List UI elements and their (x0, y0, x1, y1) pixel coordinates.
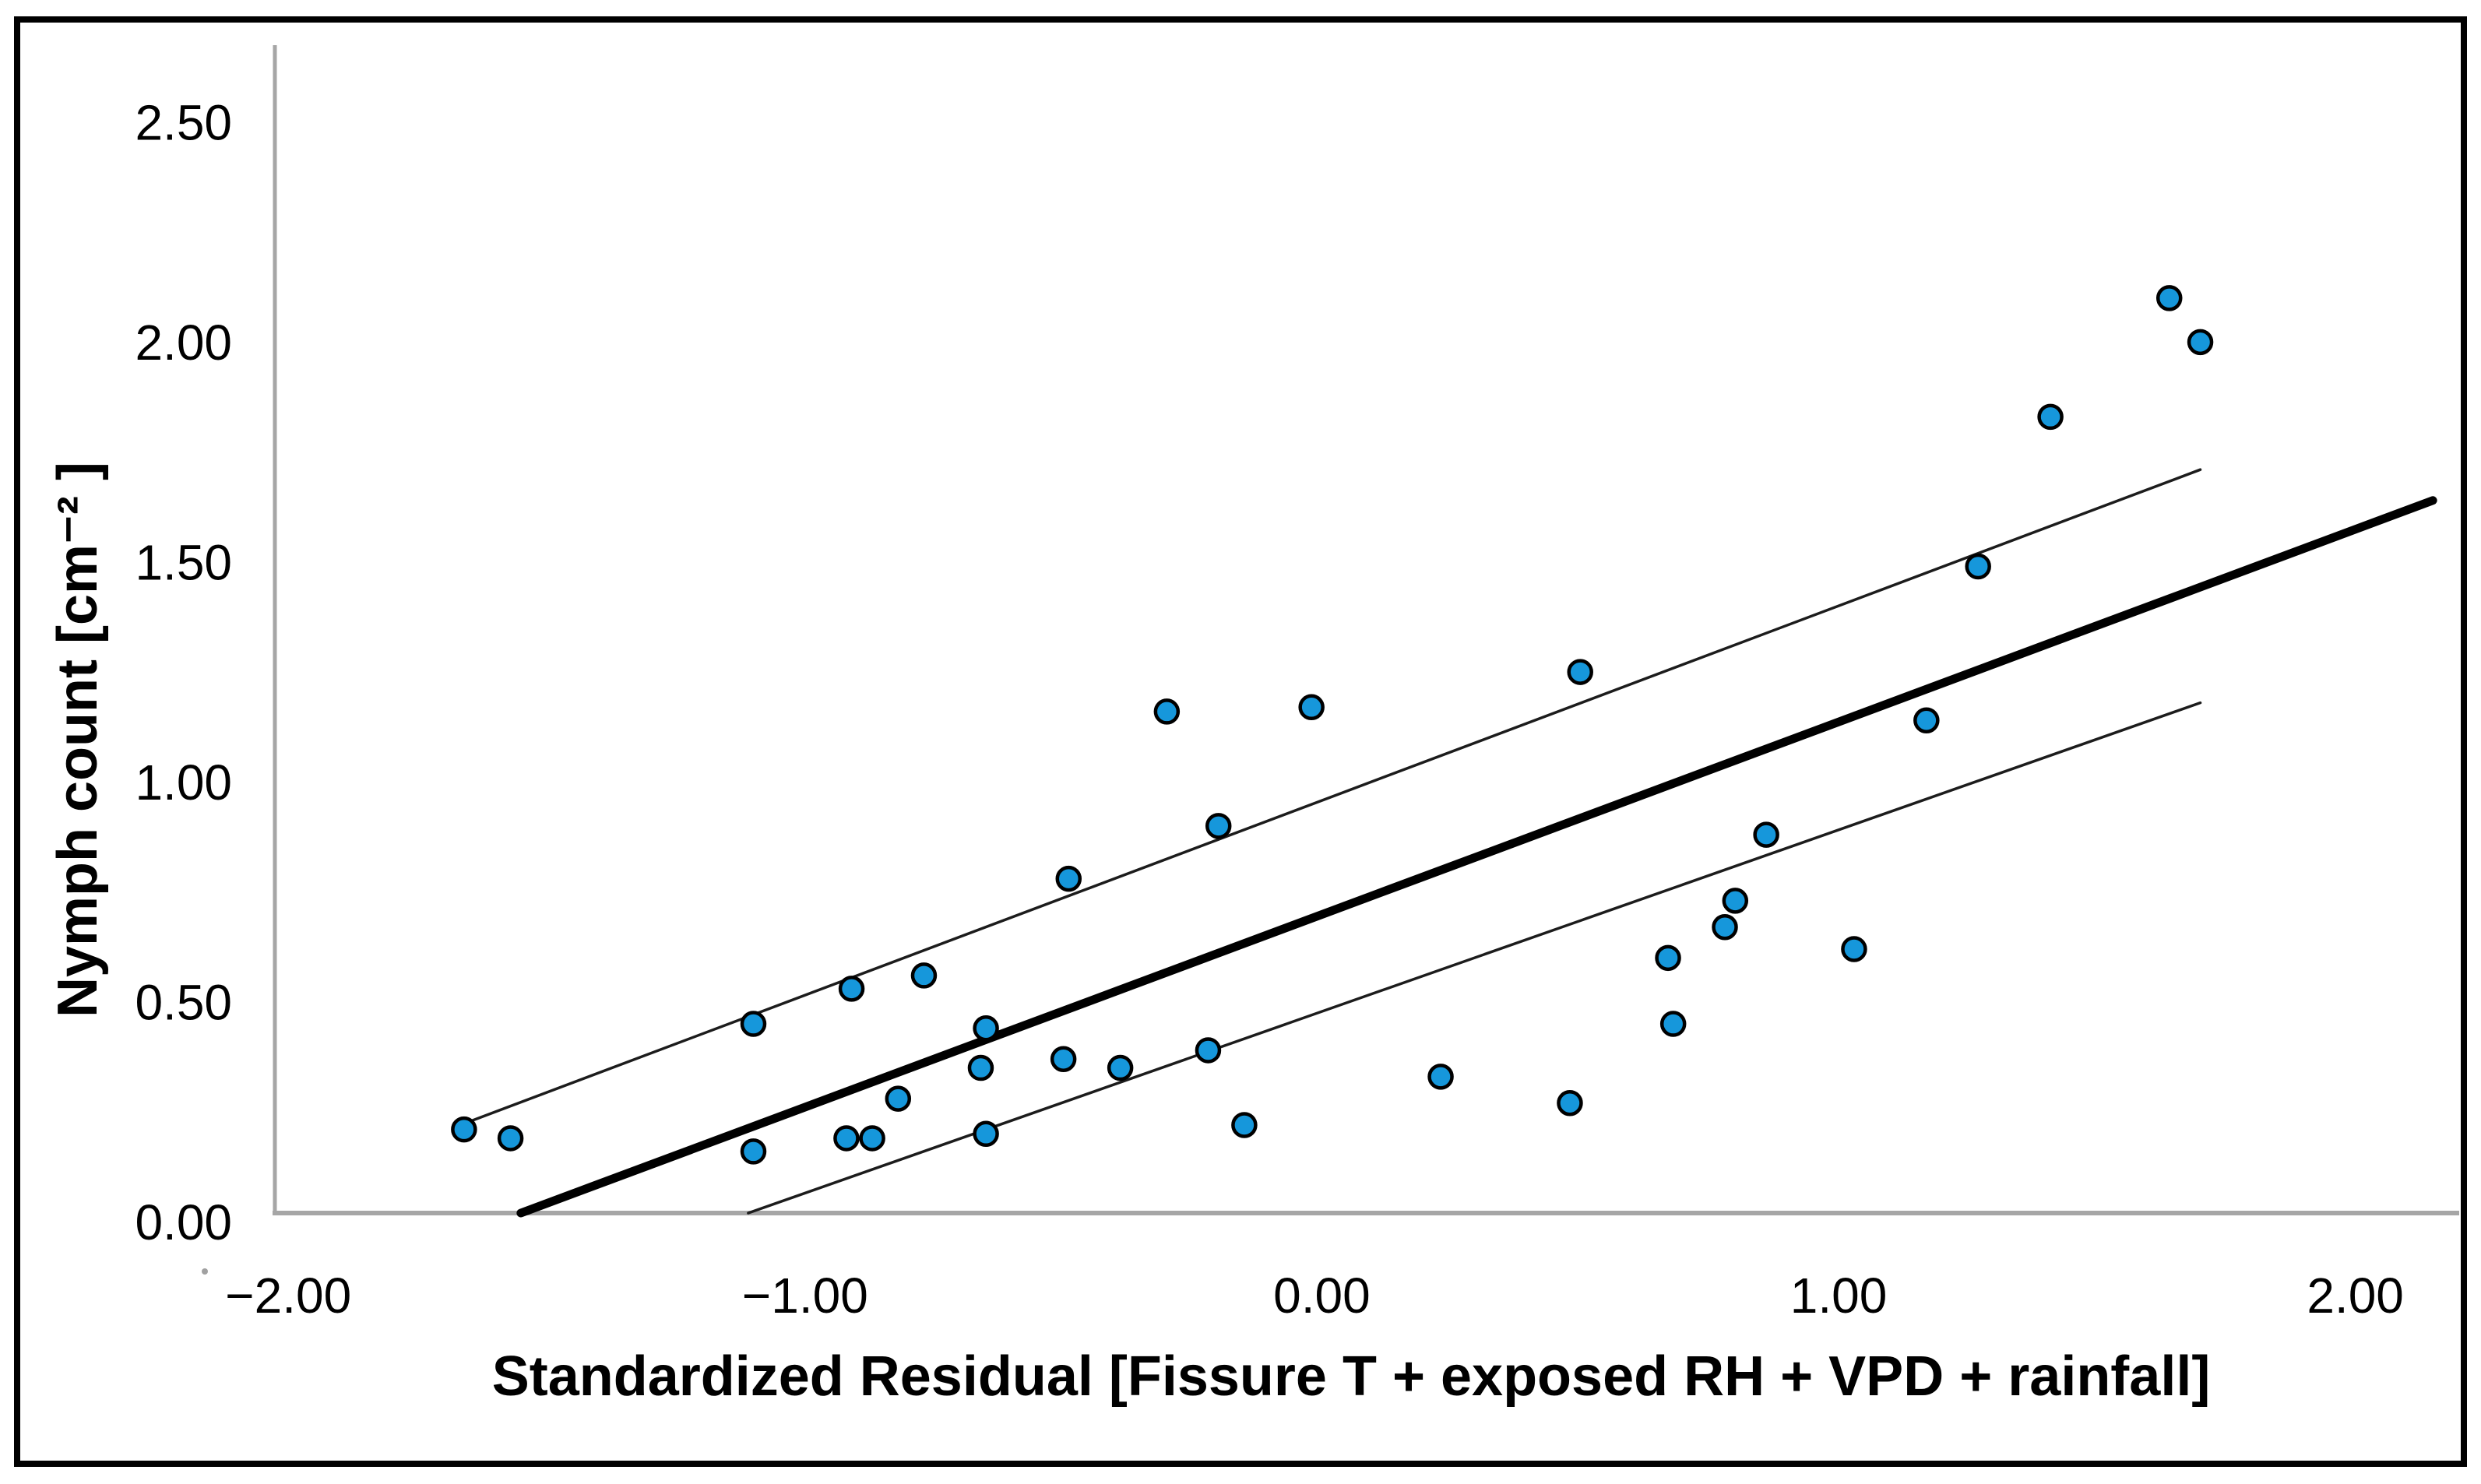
stray-speck (202, 1268, 208, 1275)
data-point (2037, 403, 2064, 431)
y-tick-label: 0.50 (135, 975, 232, 1031)
x-tick-label: 1.00 (1790, 1268, 1888, 1324)
data-point (1722, 888, 1749, 914)
data-point (1427, 1064, 1454, 1090)
data-point (1567, 659, 1593, 685)
data-point (740, 1138, 767, 1165)
data-point (2187, 329, 2214, 356)
data-point (859, 1125, 885, 1152)
y-tick-label: 1.50 (135, 535, 232, 591)
x-tick-label: 2.00 (2307, 1268, 2404, 1324)
y-axis-title: Nymph count [cm⁻² ] (47, 462, 109, 1018)
y-tick-label: 2.00 (135, 315, 232, 371)
data-point (1050, 1046, 1077, 1073)
x-tick-label: −2.00 (225, 1268, 351, 1324)
data-point (451, 1116, 477, 1143)
ci-lower-line (747, 701, 2202, 1215)
regression-line (516, 496, 2437, 1218)
x-tick-label: −1.00 (742, 1268, 868, 1324)
y-tick-label: 0.00 (135, 1194, 232, 1250)
ci-upper-line (470, 468, 2202, 1123)
data-point (740, 1011, 767, 1037)
data-point (1712, 914, 1738, 941)
data-point (885, 1085, 912, 1112)
y-axis-tick-labels: 0.00 0.50 1.00 1.50 2.00 2.50 (135, 95, 232, 1250)
data-points-group (451, 285, 2214, 1165)
data-point (1557, 1090, 1583, 1117)
data-point (910, 962, 938, 989)
data-point (1231, 1112, 1258, 1138)
y-tick-label: 1.00 (135, 754, 232, 811)
data-point (1153, 698, 1181, 725)
data-point (497, 1125, 524, 1152)
x-axis-tick-labels: −2.00 −1.00 0.00 1.00 2.00 (225, 1268, 2404, 1324)
data-point (2155, 285, 2183, 311)
x-tick-label: 0.00 (1273, 1268, 1371, 1324)
data-point (1298, 694, 1325, 721)
data-point (1913, 707, 1940, 733)
data-point (1055, 865, 1082, 892)
data-point (973, 1015, 999, 1042)
data-point (967, 1054, 994, 1081)
data-point (833, 1125, 860, 1152)
figure-border (14, 16, 2467, 1467)
y-tick-label: 2.50 (135, 95, 232, 151)
x-axis-title: Standardized Residual [Fissure T + expos… (492, 1345, 2211, 1408)
data-point (1195, 1037, 1222, 1064)
data-point (1655, 944, 1681, 972)
data-point (838, 976, 865, 1002)
data-point (1205, 813, 1232, 839)
data-point (1107, 1054, 1134, 1081)
data-point (1965, 553, 1991, 580)
data-point (1659, 1011, 1687, 1037)
data-point (1841, 936, 1867, 962)
data-point (1753, 821, 1779, 848)
data-point (973, 1120, 999, 1148)
regression-line-group (516, 496, 2437, 1218)
confidence-interval-lines (470, 468, 2202, 1215)
